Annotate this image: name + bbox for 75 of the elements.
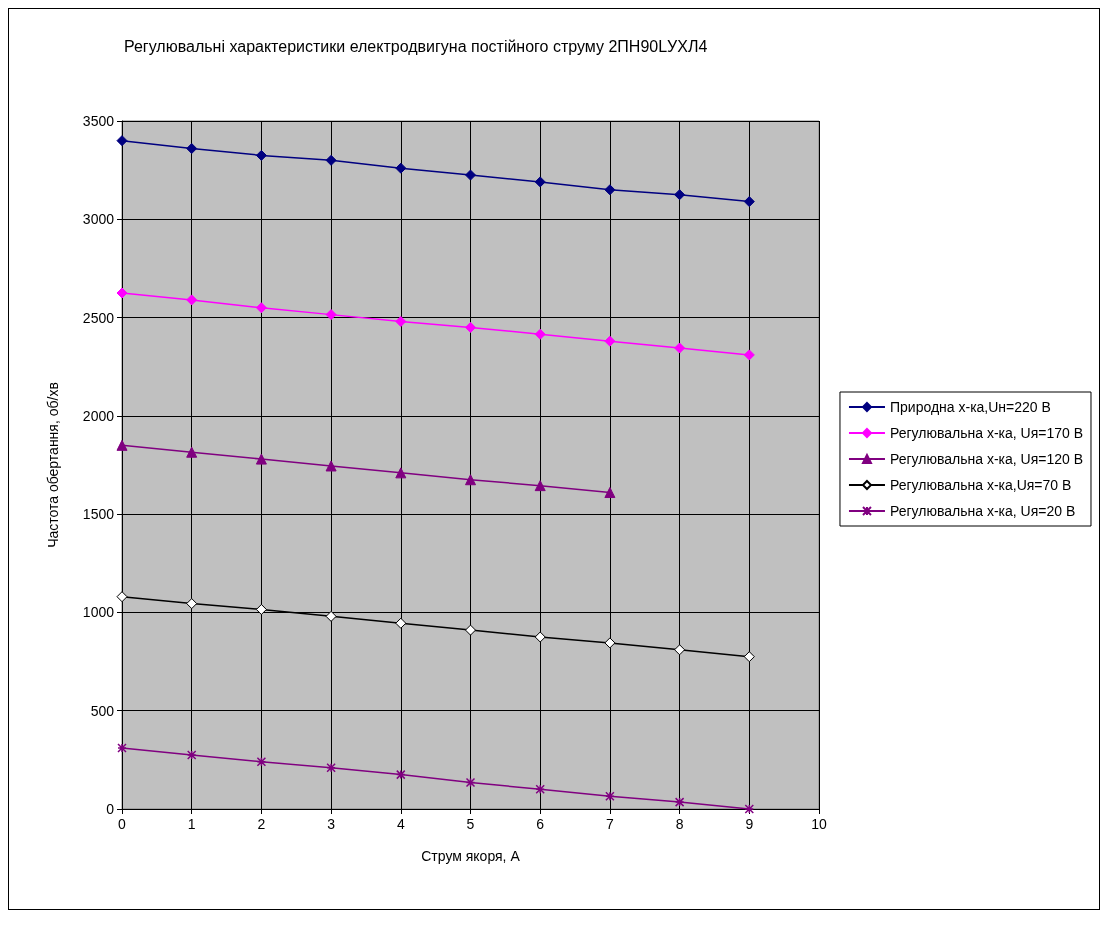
point — [604, 335, 616, 347]
point — [117, 743, 127, 753]
point — [325, 610, 337, 622]
point — [325, 460, 337, 472]
point — [604, 184, 616, 196]
y-tick-label: 2500 — [82, 309, 115, 326]
point — [186, 598, 198, 610]
x-tick-label: 4 — [396, 816, 405, 832]
point — [674, 342, 686, 354]
legend-label: Регулювальна х-ка, Uя=170 В — [889, 425, 1083, 441]
point — [325, 154, 337, 166]
legend-label: Регулювальна х-ка, Uя=20 В — [889, 503, 1076, 519]
point — [674, 644, 686, 656]
point — [465, 777, 476, 788]
legend-label: Природна х-ка,Uн=220 В — [889, 399, 1051, 415]
y-tick-label: 1500 — [82, 506, 115, 523]
x-tick-label: 8 — [675, 816, 684, 832]
x-tick-label: 0 — [118, 816, 127, 832]
point — [534, 176, 546, 188]
point — [465, 624, 476, 636]
point — [534, 480, 546, 492]
y-tick-label: 2000 — [82, 407, 115, 424]
point — [255, 302, 267, 314]
y-axis-title: Частота обертання, об/хв — [45, 382, 61, 548]
x-tick-label: 7 — [606, 816, 614, 832]
point — [465, 474, 476, 486]
x-tick-label: 9 — [745, 816, 754, 832]
point — [116, 287, 128, 299]
x-tick-label: 6 — [536, 816, 545, 832]
legend-label: Регулювальна х-ка,Uя=70 В — [889, 477, 1072, 493]
chart-title: Регулювальні характеристики електродвигуна постійного струму 2ПН90LУХЛ4 — [124, 37, 708, 55]
x-axis-title: Струм якоря, А — [421, 848, 521, 864]
point — [186, 294, 198, 306]
point — [326, 762, 336, 773]
point — [186, 143, 198, 155]
y-tick-label: 3000 — [82, 211, 115, 228]
x-tick-label: 1 — [187, 816, 196, 832]
point — [743, 651, 755, 663]
point — [395, 617, 407, 629]
y-tick-label: 0 — [106, 801, 115, 817]
point — [465, 321, 476, 333]
x-tick-label: 5 — [466, 816, 475, 832]
point — [604, 487, 616, 499]
point — [255, 453, 267, 465]
point — [255, 603, 267, 615]
x-tick-label: 2 — [257, 816, 266, 832]
y-tick-label: 3500 — [82, 113, 115, 129]
point — [116, 135, 128, 147]
legend-label: Регулювальна х-ка, Uя=120 В — [889, 451, 1083, 467]
point — [534, 328, 546, 340]
point — [395, 467, 407, 479]
point — [116, 591, 128, 603]
point — [744, 804, 755, 814]
x-tick-label: 10 — [811, 816, 827, 832]
point — [674, 797, 685, 807]
point — [605, 791, 615, 801]
point — [395, 162, 407, 174]
point — [534, 631, 546, 643]
point — [256, 757, 267, 767]
point — [396, 769, 406, 780]
point — [743, 349, 755, 361]
point — [465, 169, 476, 181]
point — [255, 149, 267, 161]
point — [325, 309, 337, 321]
point — [395, 316, 407, 327]
x-tick-label: 3 — [327, 816, 336, 832]
y-tick-label: 500 — [90, 702, 115, 719]
point — [186, 750, 197, 760]
point — [674, 189, 686, 201]
y-tick-label: 1000 — [82, 604, 115, 621]
point — [186, 446, 198, 458]
point — [604, 637, 616, 649]
point — [743, 196, 755, 208]
point — [116, 439, 128, 451]
point — [535, 784, 545, 795]
